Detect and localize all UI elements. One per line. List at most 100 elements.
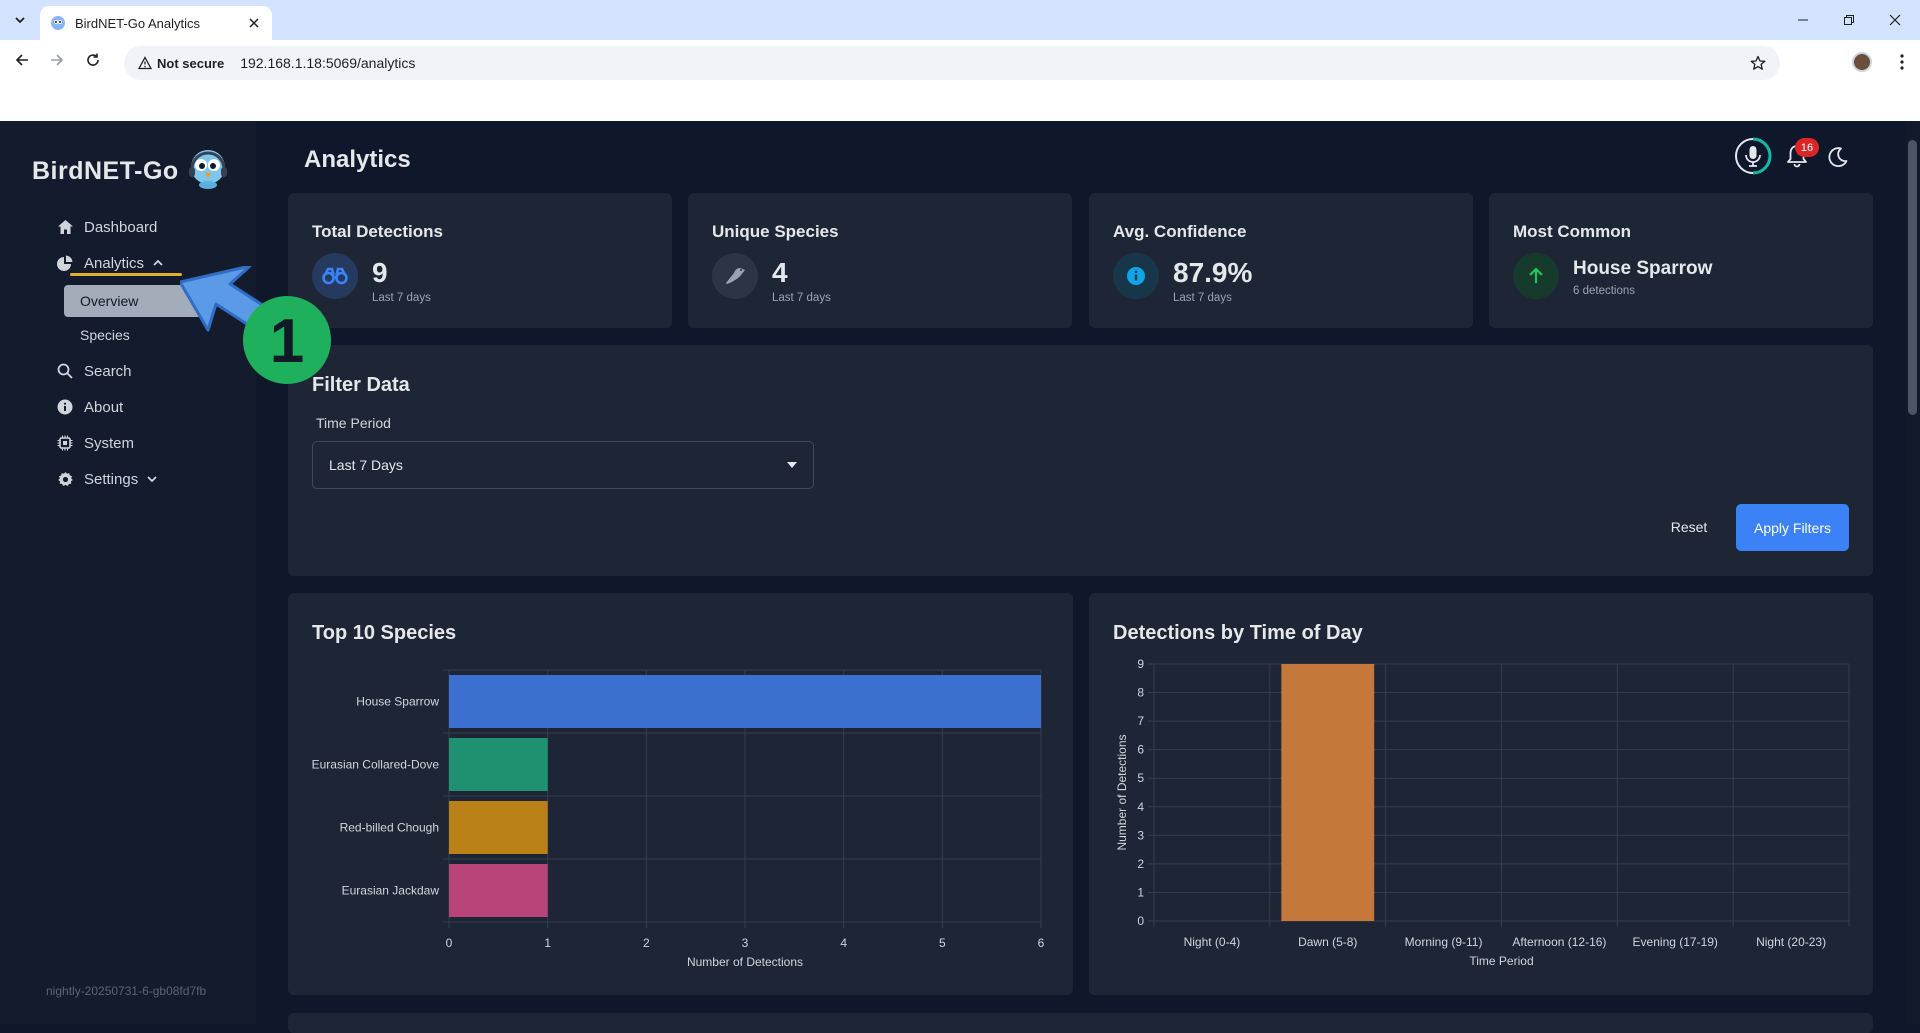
arrow-right-icon	[51, 54, 64, 66]
y-tick-label: 2	[1137, 857, 1144, 871]
y-tick-label: 5	[1137, 771, 1144, 785]
stat-value: House Sparrow	[1573, 258, 1713, 279]
sidebar: BirdNET-Go Dashboard Analytics Overview …	[0, 121, 256, 1024]
sidebar-item-label: Search	[84, 362, 132, 380]
tutorial-annotation: 1	[180, 266, 331, 384]
x-tick-label: Dawn (5-8)	[1298, 935, 1357, 949]
apply-filters-button[interactable]: Apply Filters	[1736, 504, 1849, 551]
stat-label: Unique Species	[712, 222, 839, 241]
arrow-up-icon	[1513, 253, 1559, 299]
moon-icon[interactable]	[1826, 145, 1850, 169]
profile-avatar[interactable]	[1852, 52, 1872, 72]
y-axis-label: Number of Detections	[1115, 734, 1129, 850]
warning-icon	[138, 56, 152, 70]
info-icon	[1113, 253, 1159, 299]
binoculars-icon	[312, 253, 358, 299]
page-title: Analytics	[304, 146, 411, 173]
sidebar-item-label: Dashboard	[84, 218, 158, 236]
y-tick-label: 3	[1137, 828, 1144, 842]
page-header: Analytics 16	[256, 121, 1920, 193]
close-icon	[1889, 14, 1901, 26]
y-tick-label: House Sparrow	[356, 695, 439, 709]
sidebar-item-analytics[interactable]: Analytics	[56, 248, 164, 278]
sidebar-item-system[interactable]: System	[56, 428, 134, 458]
y-tick-label: 8	[1137, 686, 1144, 700]
minimize-icon	[1798, 19, 1808, 21]
sidebar-item-label: About	[84, 398, 124, 416]
minimize-button[interactable]	[1780, 0, 1826, 40]
x-tick-label: 6	[1038, 936, 1045, 950]
chevron-down-icon	[147, 476, 157, 483]
y-tick-label: 0	[1137, 914, 1144, 928]
bar	[449, 738, 548, 791]
time-of-day-chart-card: Detections by Time of Day 0 1 2 3 4 5 6 7 8 9 Nigh…	[1089, 593, 1873, 995]
chart-title: Detections by Time of Day	[1113, 622, 1363, 644]
x-tick-label: 4	[840, 936, 847, 950]
top-species-chart: 0 1 2 3 4 5 6 House Sparrow Eurasian Collared-Do…	[312, 669, 1045, 969]
gear-icon	[56, 470, 74, 488]
time-period-value: Last 7 Days	[329, 457, 403, 473]
reset-button[interactable]: Reset	[1670, 519, 1708, 535]
x-tick-label: Morning (9-11)	[1405, 935, 1483, 949]
y-tick-label: Eurasian Collared-Dove	[312, 758, 440, 772]
x-tick-label: Afternoon (12-16)	[1512, 935, 1606, 949]
back-button[interactable]	[8, 46, 36, 74]
browser-tab[interactable]: BirdNET-Go Analytics	[40, 6, 272, 40]
x-tick-label: Evening (17-19)	[1633, 935, 1718, 949]
sidebar-item-dashboard[interactable]: Dashboard	[56, 212, 157, 242]
sidebar-item-label: System	[84, 434, 135, 452]
y-tick-label: 9	[1137, 657, 1144, 671]
forward-button[interactable]	[43, 46, 71, 74]
pie-chart-icon	[56, 254, 74, 272]
reload-button[interactable]	[79, 46, 107, 74]
tab-search-button[interactable]	[8, 8, 32, 32]
cpu-icon	[56, 434, 74, 452]
chart-title: Top 10 Species	[312, 622, 457, 644]
filter-card: Filter Data Time Period Last 7 Days Rese…	[288, 345, 1873, 576]
stat-value: 4	[772, 257, 788, 288]
sidebar-subitem-species[interactable]: Species	[80, 327, 130, 343]
favicon-icon	[51, 16, 65, 30]
x-axis-label: Number of Detections	[687, 955, 803, 969]
microphone-icon[interactable]	[1734, 137, 1772, 175]
security-label: Not secure	[157, 55, 225, 71]
address-bar[interactable]: Not secure 192.168.1.18:5069/analytics	[124, 46, 1780, 80]
x-tick-label: 3	[742, 936, 749, 950]
sidebar-item-search[interactable]: Search	[56, 356, 132, 386]
sidebar-item-label: Settings	[84, 470, 139, 488]
stat-card-most-common: Most Common House Sparrow 6 detections	[1489, 193, 1873, 328]
x-tick-label: 5	[939, 936, 946, 950]
info-icon	[56, 398, 74, 416]
bird-icon	[712, 253, 758, 299]
scrollbar-thumb[interactable]	[1908, 140, 1917, 415]
time-of-day-chart: 0 1 2 3 4 5 6 7 8 9 Night (0-4) Dawn (5-8) Morning (…	[1115, 657, 1850, 968]
top-species-chart-card: Top 10 Species 0 1 2 3 4 5 6 House Sparrow Euras…	[288, 593, 1073, 995]
nav-active-underline	[70, 273, 182, 276]
x-tick-label: Night (20-23)	[1756, 935, 1826, 949]
sidebar-item-settings[interactable]: Settings	[56, 464, 158, 494]
reload-icon	[87, 53, 99, 66]
stat-value: 9	[372, 257, 388, 288]
stat-label: Total Detections	[312, 222, 443, 241]
sidebar-item-about[interactable]: About	[56, 392, 123, 422]
bar	[449, 675, 1041, 728]
bar	[1281, 664, 1375, 921]
y-tick-label: 6	[1137, 743, 1144, 757]
x-axis-label: Time Period	[1469, 954, 1533, 968]
more-vertical-icon[interactable]	[1892, 52, 1912, 72]
close-window-button[interactable]	[1872, 0, 1918, 40]
security-indicator[interactable]: Not secure	[130, 51, 232, 75]
restore-button[interactable]	[1826, 0, 1872, 40]
bookmark-star-icon[interactable]	[1750, 55, 1766, 71]
search-icon	[56, 362, 74, 380]
x-tick-label: 0	[446, 936, 453, 950]
y-tick-label: 1	[1137, 885, 1144, 899]
stat-value: 87.9%	[1173, 257, 1253, 288]
x-tick-label: 2	[643, 936, 650, 950]
arrow-left-icon	[15, 54, 28, 66]
time-period-select[interactable]: Last 7 Days	[312, 441, 814, 489]
x-tick-label: Night (0-4)	[1184, 935, 1241, 949]
browser-tab-strip: BirdNET-Go Analytics	[0, 0, 1920, 40]
brand-name: BirdNET-Go	[32, 157, 179, 185]
close-tab-icon[interactable]	[246, 15, 262, 31]
